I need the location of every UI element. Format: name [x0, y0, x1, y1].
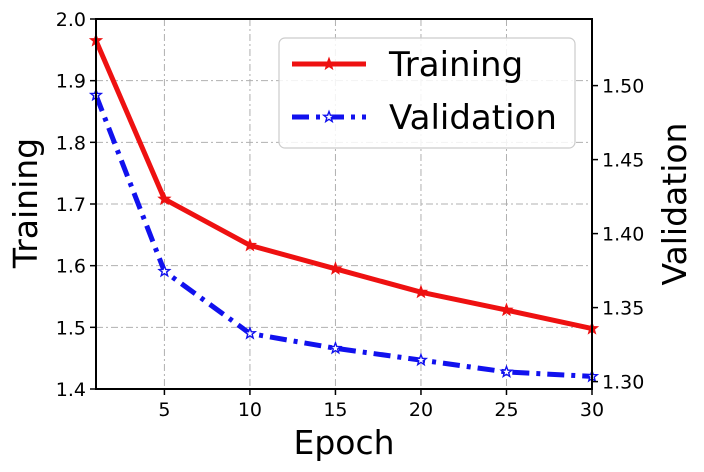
right-y-tick-label: 1.35: [602, 298, 644, 320]
validation-point-marker: [413, 352, 429, 367]
training-point-marker: [328, 261, 343, 275]
left-y-axis-label: Training: [6, 138, 45, 269]
training-point-marker: [157, 191, 172, 206]
legend: Training Validation: [278, 37, 576, 149]
legend-validation-label: Validation: [389, 98, 557, 138]
x-axis-label: Epoch: [293, 423, 394, 462]
left-y-tick-label: 1.8: [56, 132, 86, 154]
right-y-tick-label: 1.30: [602, 372, 644, 394]
left-y-tick-label: 1.5: [56, 317, 86, 339]
right-y-axis-label: Validation: [655, 123, 694, 286]
x-tick-label: 25: [494, 399, 518, 421]
legend-training-label: Training: [388, 45, 523, 85]
left-y-tick-label: 1.6: [56, 256, 86, 278]
training-point-marker: [499, 302, 514, 317]
right-y-tick-label: 1.45: [602, 150, 644, 172]
left-y-tick-label: 1.9: [56, 71, 86, 93]
legend-training-marker: [321, 56, 337, 71]
legend-validation-marker: [321, 109, 337, 124]
right-y-tick-label: 1.40: [602, 224, 644, 246]
training-point-marker: [413, 284, 429, 299]
x-tick-label: 30: [580, 399, 604, 421]
right-y-tick-label: 1.50: [602, 76, 644, 98]
x-tick-label: 5: [158, 399, 170, 421]
left-y-tick-label: 1.7: [56, 194, 86, 216]
x-tick-label: 10: [238, 399, 262, 421]
x-tick-label: 20: [409, 399, 433, 421]
x-tick-label: 15: [323, 399, 347, 421]
left-y-tick-label: 2.0: [56, 9, 86, 31]
left-y-tick-label: 1.4: [56, 379, 86, 401]
validation-point-marker: [242, 325, 258, 340]
validation-point-marker: [328, 340, 343, 355]
validation-point-marker: [157, 263, 172, 278]
axes: 5 10 15 20 25 30 1.4 1.5 1.6 1.7 1.8 1.9 2.0 1.30 1.35…: [56, 9, 645, 421]
validation-point-marker: [499, 364, 514, 379]
training-point-marker: [242, 237, 258, 252]
